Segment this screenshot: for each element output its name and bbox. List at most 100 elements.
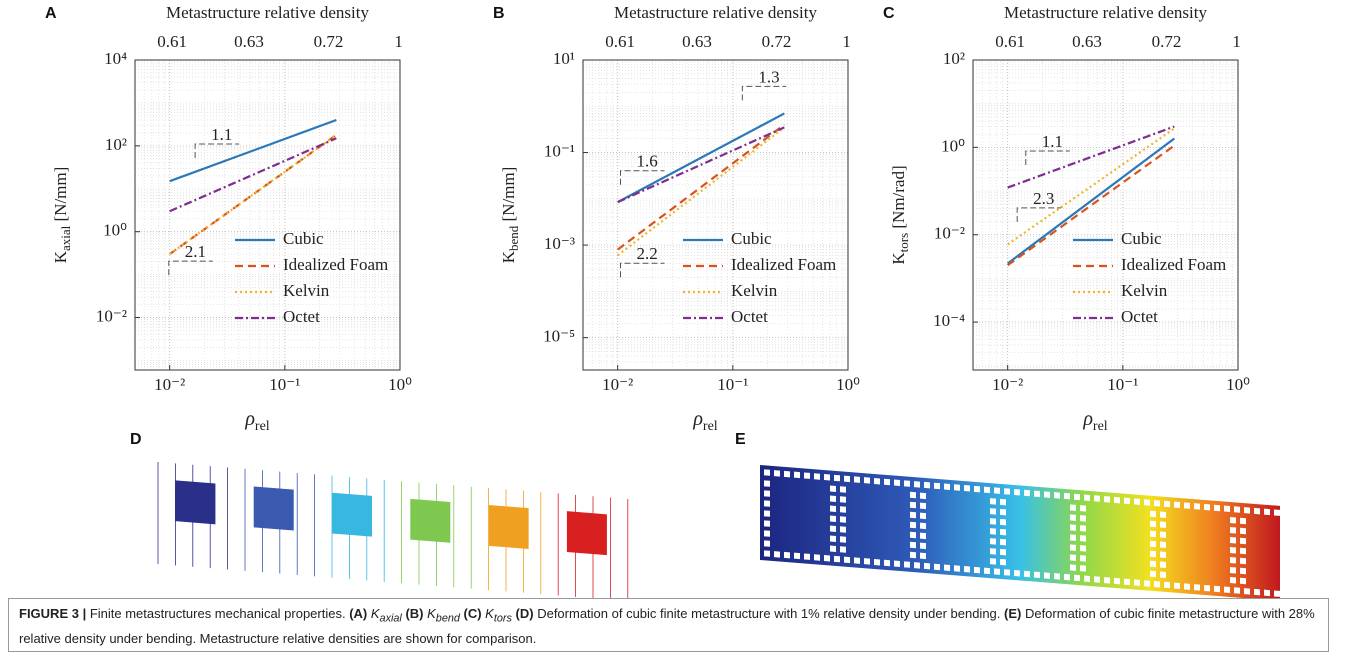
caption-text: K: [367, 606, 380, 621]
hole: [1000, 528, 1006, 536]
hole: [1134, 579, 1140, 586]
y-tick-label: 10⁻³: [544, 234, 575, 253]
mesh-line: [158, 512, 628, 551]
slope-bracket: [1016, 207, 1062, 222]
hole: [764, 490, 770, 497]
hole: [1160, 531, 1166, 538]
slope-bracket: [1025, 150, 1070, 166]
y-tick-label: 10⁰: [941, 136, 965, 155]
y-label-unit: [Nm/rad]: [889, 165, 908, 233]
hole: [1080, 565, 1086, 572]
x-tick-label: 10⁰: [388, 375, 412, 394]
block: [488, 505, 529, 549]
plot-frame: [582, 59, 849, 371]
hole: [1074, 574, 1080, 582]
hole: [804, 553, 810, 560]
x2-axis-label: Metastructure relative density: [166, 3, 369, 22]
series-line: [617, 126, 785, 204]
hole: [1134, 498, 1140, 505]
beam-body: [760, 464, 1280, 598]
hole: [914, 481, 920, 488]
panel-label: E: [735, 431, 746, 448]
beam-e: [760, 464, 1280, 598]
caption-text: (D): [511, 606, 534, 621]
hole: [1124, 497, 1130, 505]
hole: [1044, 491, 1050, 498]
hole: [984, 567, 990, 575]
hole: [764, 469, 770, 476]
hole: [954, 484, 960, 491]
hole: [1274, 590, 1280, 597]
hole: [954, 565, 960, 572]
y-label-main: K: [499, 250, 518, 263]
legend-label: Idealized Foam: [283, 255, 388, 274]
x-axis-label: ρrel: [692, 408, 717, 435]
hole: [1264, 589, 1270, 597]
hole: [990, 528, 996, 535]
hole: [1070, 524, 1076, 531]
x2-axis-label: Metastructure relative density: [614, 3, 817, 22]
hole: [1240, 537, 1246, 545]
hole: [764, 540, 770, 547]
caption-text: tors: [493, 612, 512, 625]
panel-label: D: [130, 431, 142, 448]
hole: [1070, 504, 1076, 511]
slope-label: 2.3: [1033, 189, 1054, 208]
x2-tick-label: 0.63: [234, 32, 264, 51]
y-label-unit: [N/mm]: [51, 167, 70, 226]
hole: [1150, 510, 1156, 518]
hole: [1240, 577, 1246, 585]
y-label-sub: tors: [896, 233, 911, 253]
hole: [910, 491, 916, 499]
slope-bracket: [194, 143, 240, 159]
x-tick-label: 10⁻²: [992, 375, 1023, 394]
figure: D E 10⁻² 10⁻¹ 10⁰ 10⁴ 10² 10⁰ 10⁻² 0.61 0.63 0.72…: [45, 3, 1280, 598]
hole: [1034, 490, 1040, 498]
hole: [1230, 566, 1236, 574]
x2-tick-label: 0.72: [762, 32, 792, 51]
series-line: [1007, 144, 1175, 267]
x2-tick-label: 1: [1232, 32, 1241, 51]
caption: FIGURE 3 | Finite metastructures mechani…: [8, 598, 1329, 652]
y-label-main: K: [51, 250, 70, 263]
x2-tick-label: 0.61: [605, 32, 635, 51]
hole: [1160, 521, 1166, 528]
mesh-line: [158, 529, 628, 568]
hole: [1150, 570, 1156, 578]
slope-label: 1.6: [636, 152, 657, 171]
hole: [1054, 573, 1060, 580]
hole: [1240, 557, 1246, 565]
hole: [990, 508, 996, 515]
hole: [834, 555, 840, 563]
hole: [1164, 581, 1170, 589]
y-tick-label: 10⁻⁴: [933, 311, 965, 330]
plot-frame: [972, 59, 1239, 371]
hole: [1080, 525, 1086, 532]
hole: [830, 485, 836, 492]
hole: [884, 478, 890, 486]
hole: [764, 500, 770, 507]
hole: [984, 486, 990, 494]
legend-label: Octet: [731, 307, 768, 326]
hole: [1204, 503, 1210, 511]
hole: [924, 562, 930, 570]
hole: [774, 470, 780, 477]
caption-text: Deformation of cubic finite metastructur…: [533, 606, 1004, 621]
hole: [1234, 587, 1240, 594]
hole: [1094, 495, 1100, 502]
y-label-main: K: [889, 252, 908, 265]
hole: [884, 559, 890, 567]
hole: [1114, 496, 1120, 504]
slope-label: 2.2: [636, 244, 657, 263]
hole: [974, 485, 980, 493]
slope-bracket: [168, 260, 213, 276]
hole: [964, 566, 970, 573]
hole: [1154, 581, 1160, 588]
hole: [910, 511, 916, 519]
x2-tick-label: 1: [842, 32, 851, 51]
hole: [990, 498, 996, 505]
block: [175, 480, 216, 525]
panel-label: A: [45, 5, 57, 22]
x2-tick-label: 1: [394, 32, 403, 51]
hole: [1080, 555, 1086, 562]
